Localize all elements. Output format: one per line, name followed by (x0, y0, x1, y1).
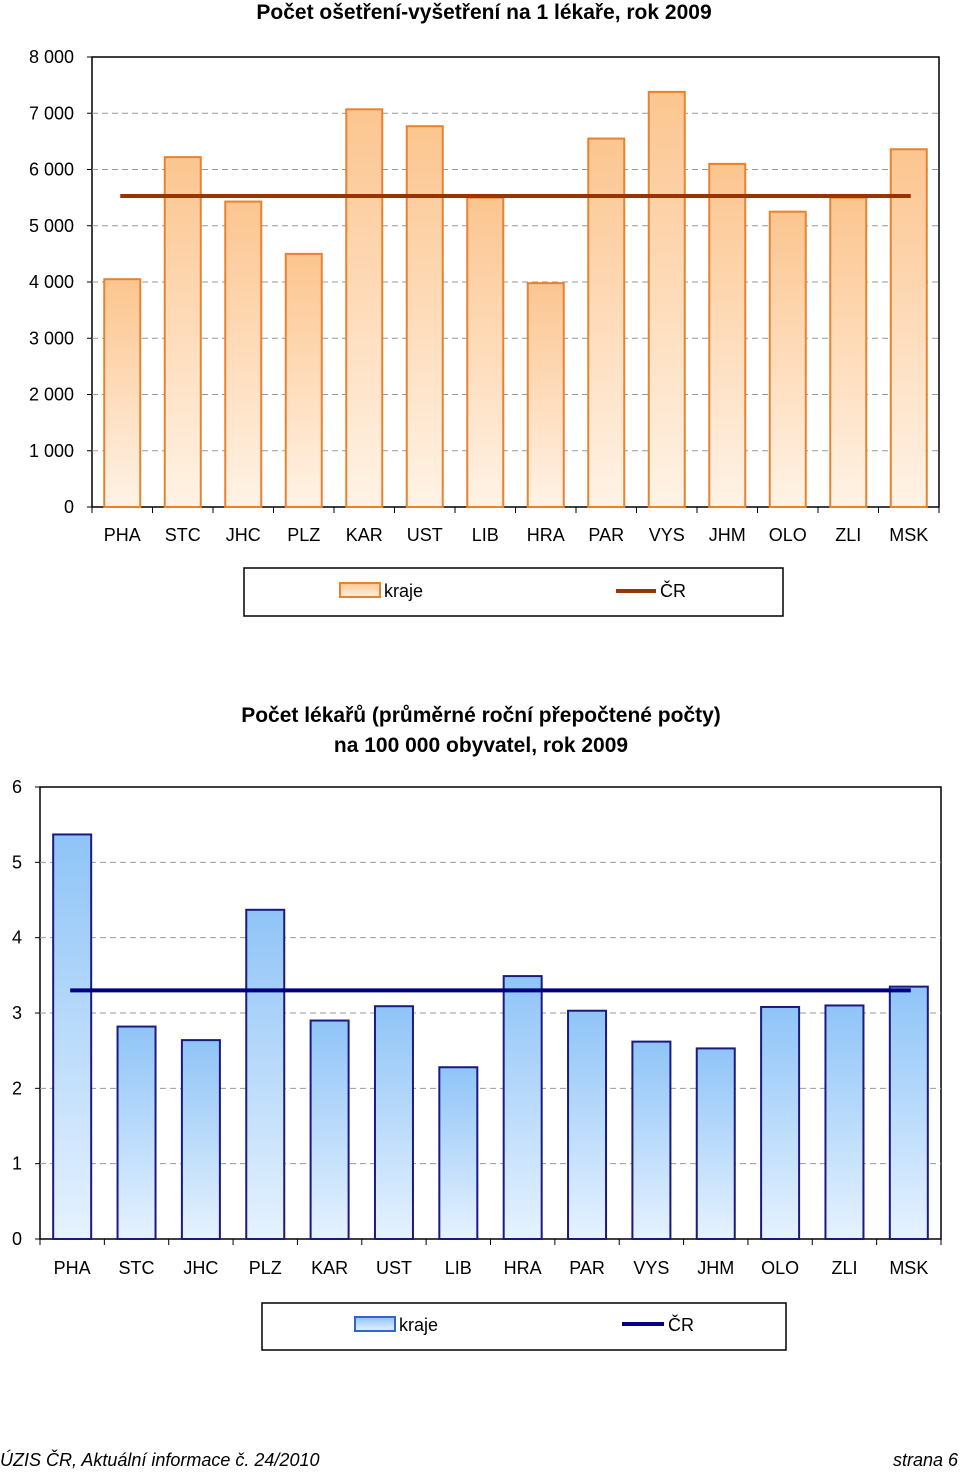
bar-msk (889, 148, 928, 508)
x-tick-label: JHC (226, 525, 261, 545)
bar-plz (284, 252, 323, 508)
y-tick-label: 3 000 (29, 328, 74, 348)
x-tick-label: OLO (761, 1258, 799, 1278)
bar-zli (829, 196, 868, 508)
legend-swatch-bar (339, 582, 381, 598)
bar-pha (52, 833, 93, 1241)
y-tick-label: 5 (12, 852, 22, 872)
bar-plz (245, 908, 286, 1240)
bar-ust (405, 125, 444, 508)
y-tick-label: 6 000 (29, 160, 74, 180)
x-tick-label: JHC (183, 1258, 218, 1278)
bar-vys (647, 90, 686, 508)
bar-kar (309, 1019, 350, 1240)
x-axis-ticks: PHA STC JHC PLZ KAR UST LIB HRA PAR VYS JHM OLO ZLI M… (39, 1239, 942, 1278)
x-tick-label: PHA (54, 1258, 91, 1278)
bar-olo (760, 1005, 801, 1240)
x-tick-label: JHM (709, 525, 746, 545)
bar-msk (888, 985, 929, 1241)
x-tick-label: STC (165, 525, 201, 545)
bar-jhm (708, 162, 747, 508)
x-tick-label: PHA (104, 525, 141, 545)
bar-lib (438, 1066, 479, 1240)
y-tick-label: 4 (12, 928, 22, 948)
x-tick-label: OLO (769, 525, 807, 545)
x-tick-label: ZLI (835, 525, 861, 545)
legend-box (261, 1302, 787, 1351)
x-tick-label: VYS (633, 1258, 669, 1278)
y-tick-label: 4 000 (29, 272, 74, 292)
legend-label-line: ČR (668, 1314, 694, 1335)
legend: kraje ČR (261, 1302, 787, 1351)
x-tick-label: PAR (569, 1258, 605, 1278)
chart-title: Počet ošetření-vyšetření na 1 lékaře, ro… (256, 1, 711, 24)
bar-jhc (224, 200, 263, 508)
y-tick-label: 5 000 (29, 216, 74, 236)
bar-hra (526, 282, 565, 508)
x-tick-label: ZLI (831, 1258, 857, 1278)
chart-subtitle: na 100 000 obyvatel, rok 2009 (334, 734, 628, 757)
y-tick-label: 1 (12, 1154, 22, 1174)
bar-hra (502, 975, 543, 1240)
x-tick-label: LIB (445, 1258, 472, 1278)
footer-page-number: strana 6 (892, 1450, 958, 1470)
x-tick-label: KAR (311, 1258, 348, 1278)
bar-stc (163, 156, 202, 508)
y-tick-label: 6 (12, 777, 22, 797)
footer-source: ÚZIS ČR, Aktuální informace č. 24/2010 (0, 1450, 320, 1470)
x-tick-label: LIB (472, 525, 499, 545)
x-tick-label: VYS (649, 525, 685, 545)
x-tick-label: HRA (527, 525, 565, 545)
x-tick-label: MSK (889, 525, 928, 545)
bar-vys (631, 1040, 672, 1241)
y-tick-label: 8 000 (29, 47, 74, 67)
x-tick-label: JHM (697, 1258, 734, 1278)
bars (52, 833, 929, 1241)
x-tick-label: MSK (889, 1258, 928, 1278)
bar-olo (768, 210, 807, 508)
bars (103, 90, 928, 508)
y-tick-label: 2 (12, 1078, 22, 1098)
y-tick-label: 0 (64, 497, 74, 517)
y-tick-label: 2 000 (29, 385, 74, 405)
chart-consultations-per-doctor: Počet ošetření-vyšetření na 1 lékaře, ro… (29, 1, 940, 617)
legend-swatch-bar (354, 1316, 396, 1332)
bar-jhc (180, 1039, 221, 1240)
bar-jhm (695, 1047, 736, 1240)
y-tick-label: 0 (12, 1229, 22, 1249)
y-axis-ticks: 0 1 000 2 000 3 000 4 000 5 000 6 000 7 000 8 00… (29, 47, 92, 517)
chart-doctors-per-100k: Počet lékařů (průměrné roční přepočtené … (12, 704, 942, 1351)
x-tick-label: PLZ (287, 525, 320, 545)
y-axis-ticks: 0 1 2 3 4 5 6 (12, 777, 40, 1249)
chart-title: Počet lékařů (průměrné roční přepočtené … (241, 704, 721, 727)
x-tick-label: UST (407, 525, 443, 545)
x-tick-label: HRA (504, 1258, 542, 1278)
y-tick-label: 3 (12, 1003, 22, 1023)
bar-par (567, 1009, 608, 1240)
bar-kar (345, 108, 384, 508)
x-axis-ticks: PHA STC JHC PLZ KAR UST LIB HRA PAR VYS JHM OLO ZLI M… (91, 507, 940, 545)
x-tick-label: UST (376, 1258, 412, 1278)
bar-pha (103, 278, 142, 508)
bar-lib (466, 196, 505, 508)
legend-label-line: ČR (660, 580, 686, 601)
bar-zli (824, 1004, 865, 1241)
legend-box (243, 567, 784, 617)
legend: kraje ČR (243, 567, 784, 617)
x-tick-label: STC (119, 1258, 155, 1278)
bar-ust (373, 1005, 414, 1240)
bar-stc (116, 1025, 157, 1241)
legend-label-bars: kraje (384, 581, 423, 601)
x-tick-label: PAR (588, 525, 624, 545)
y-tick-label: 7 000 (29, 103, 74, 123)
x-tick-label: PLZ (249, 1258, 282, 1278)
x-tick-label: KAR (346, 525, 383, 545)
y-tick-label: 1 000 (29, 441, 74, 461)
legend-label-bars: kraje (399, 1315, 438, 1335)
bar-par (587, 137, 626, 508)
